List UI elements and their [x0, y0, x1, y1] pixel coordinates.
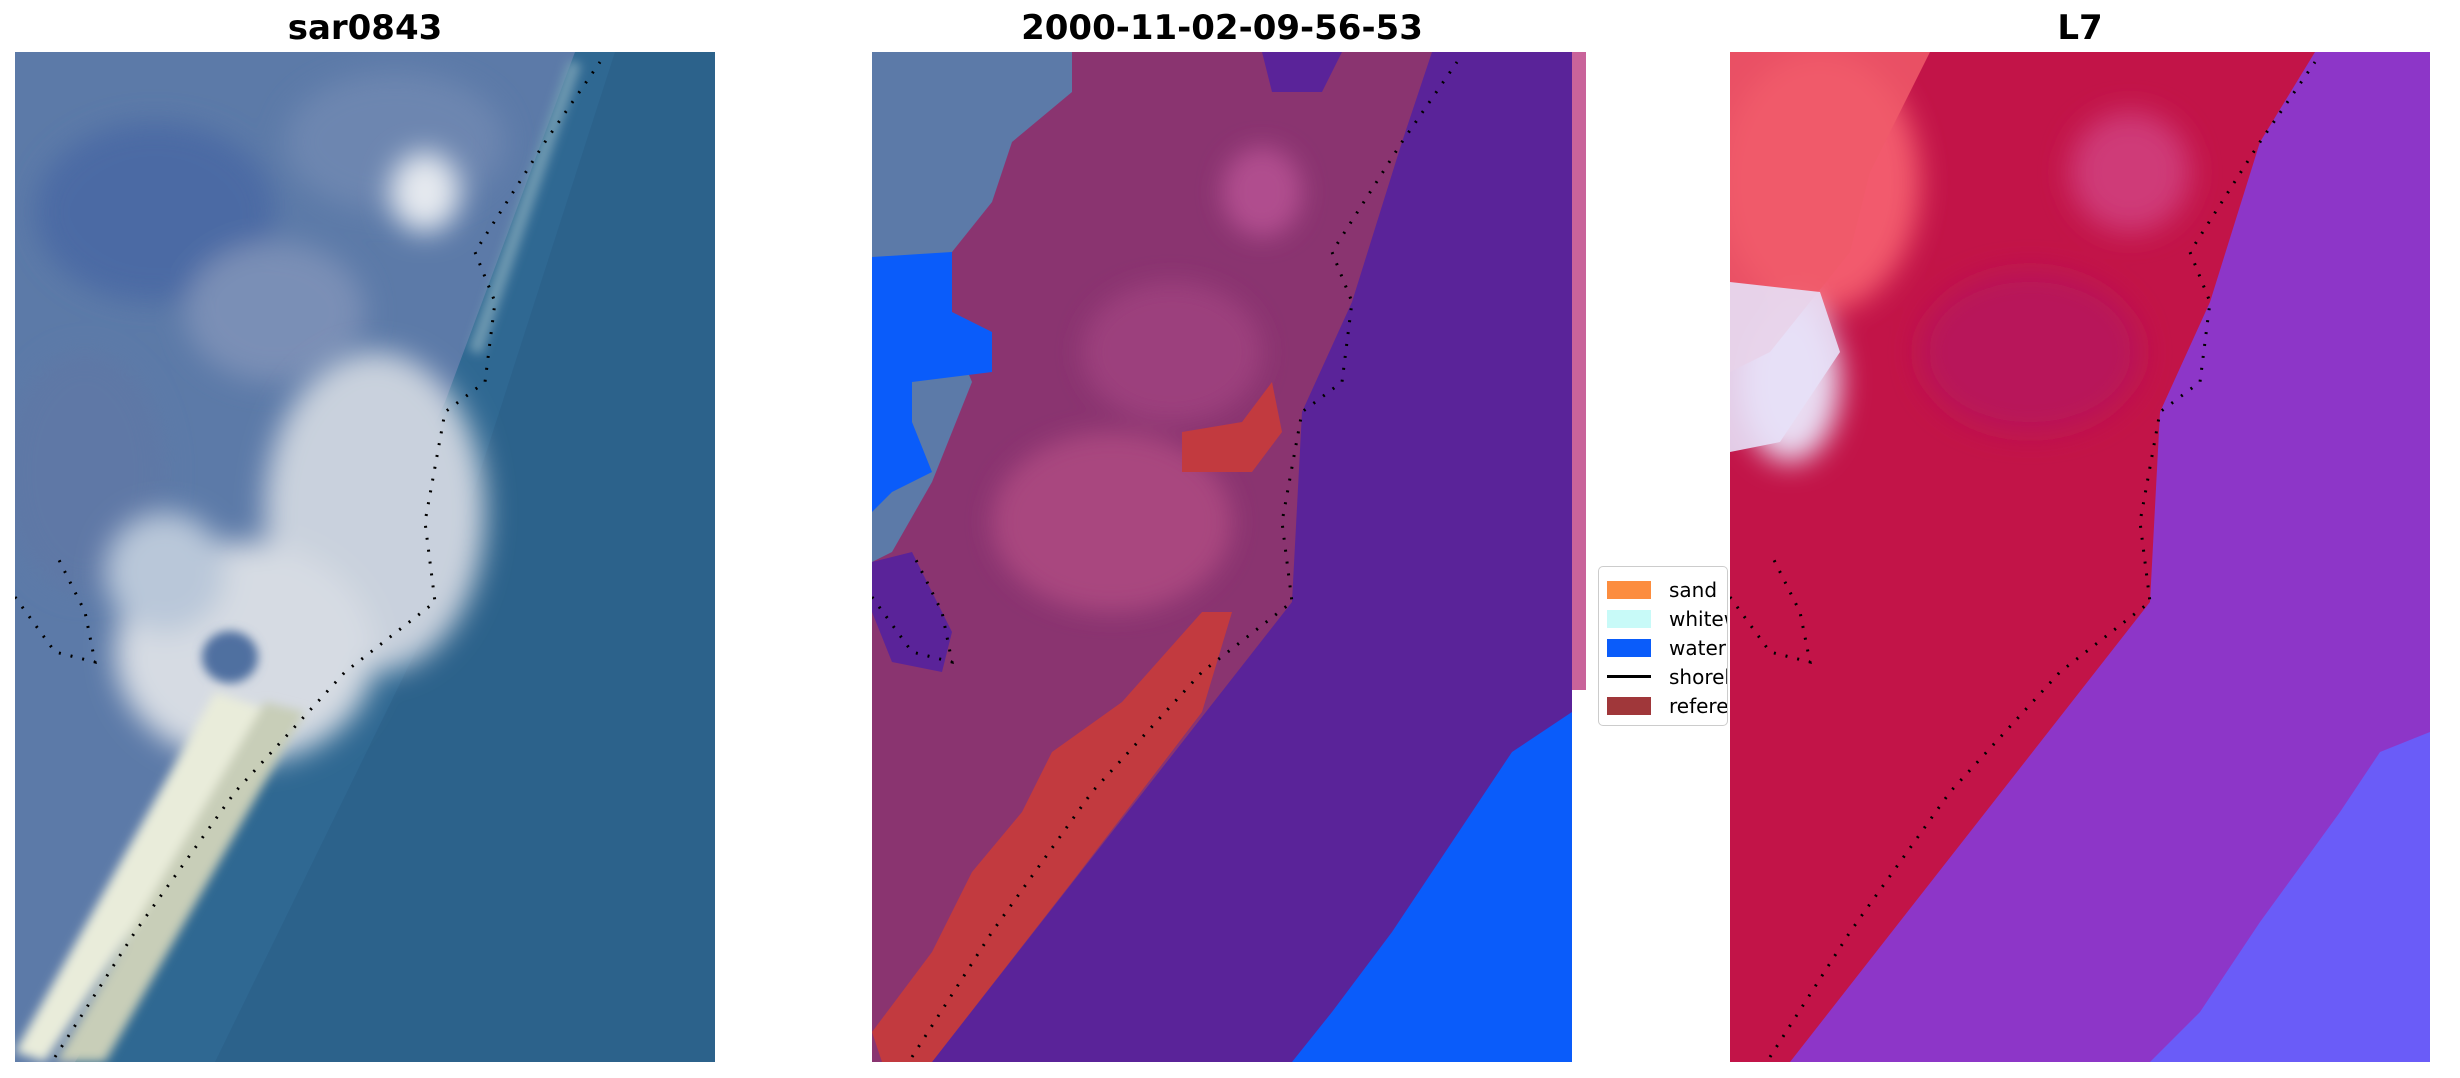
legend-item-sand: sand: [1607, 575, 1727, 604]
colorbar-strip: [1572, 52, 1586, 690]
legend-label-water: water: [1669, 635, 1726, 660]
legend-label-shoreline: shoreline: [1669, 664, 1727, 689]
legend-swatch-water: [1607, 638, 1651, 657]
classified-overlay-image: [872, 52, 1572, 1062]
legend-item-reference: reference: [1607, 691, 1727, 720]
panel-title-date: 2000-11-02-09-56-53: [1021, 8, 1423, 48]
legend-item-shoreline: shoreline: [1607, 662, 1727, 691]
probability-map-image: [1730, 52, 2430, 1062]
shoreline-dotted-1: [53, 61, 602, 1058]
legend-swatch-whitewater: [1607, 609, 1651, 628]
legend-label-reference: reference: [1669, 693, 1728, 718]
legend-swatch-reference: [1607, 696, 1651, 715]
legend-line-shoreline: [1607, 675, 1651, 678]
panel-title-sar0843: sar0843: [287, 8, 443, 48]
legend-swatch-sand: [1607, 580, 1651, 599]
panel-title-l7: L7: [2057, 8, 2103, 48]
legend-label-sand: sand: [1669, 577, 1718, 602]
satellite-rgb-image: [15, 52, 715, 1062]
legend-item-water: water: [1607, 633, 1727, 662]
